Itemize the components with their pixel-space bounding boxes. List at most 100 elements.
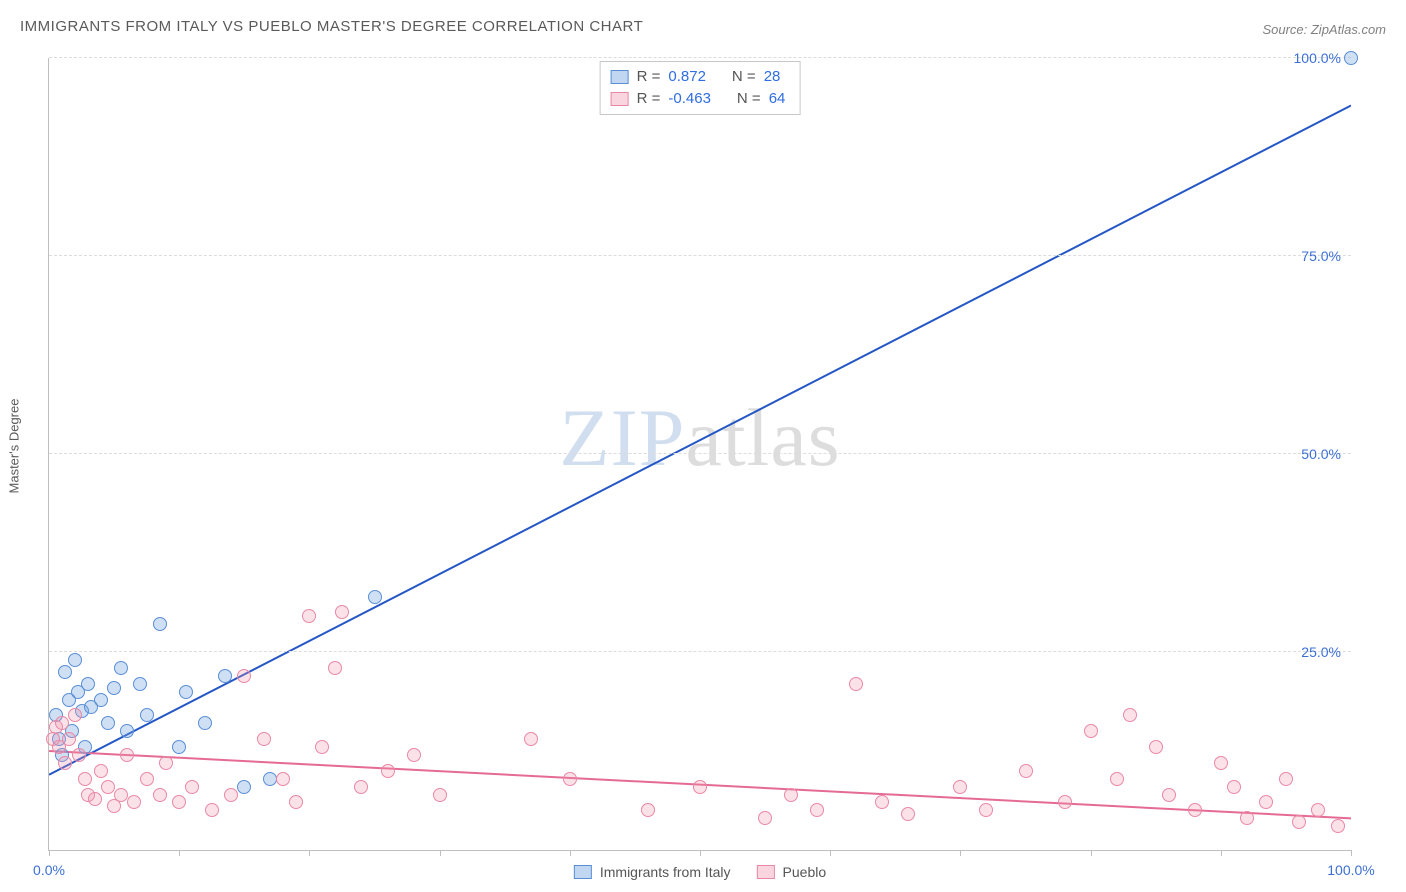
scatter-point <box>524 732 538 746</box>
scatter-point <box>302 609 316 623</box>
scatter-point <box>335 605 349 619</box>
scatter-point <box>58 756 72 770</box>
scatter-point <box>849 677 863 691</box>
scatter-plot-area: ZIPatlas R =0.872N =28R =-0.463N =64 Imm… <box>48 58 1351 851</box>
legend-swatch <box>757 865 775 879</box>
scatter-point <box>153 788 167 802</box>
scatter-point <box>94 764 108 778</box>
legend-r-label: R = <box>637 66 661 88</box>
gridline <box>49 453 1351 454</box>
scatter-point <box>1311 803 1325 817</box>
legend-row: R =-0.463N =64 <box>611 88 786 110</box>
scatter-point <box>62 732 76 746</box>
scatter-point <box>1162 788 1176 802</box>
scatter-point <box>1240 811 1254 825</box>
scatter-point <box>218 669 232 683</box>
x-tick <box>960 850 961 856</box>
y-tick-label: 75.0% <box>1301 248 1341 264</box>
scatter-point <box>159 756 173 770</box>
scatter-point <box>368 590 382 604</box>
scatter-point <box>1149 740 1163 754</box>
scatter-point <box>55 716 69 730</box>
legend-r-value: 0.872 <box>668 66 706 88</box>
scatter-point <box>433 788 447 802</box>
gridline <box>49 57 1351 58</box>
x-tick <box>1091 850 1092 856</box>
scatter-point <box>133 677 147 691</box>
legend-item: Immigrants from Italy <box>574 864 731 880</box>
scatter-point <box>1123 708 1137 722</box>
legend-r-label: R = <box>637 88 661 110</box>
scatter-point <box>1188 803 1202 817</box>
scatter-point <box>107 799 121 813</box>
scatter-point <box>120 748 134 762</box>
scatter-point <box>88 792 102 806</box>
scatter-point <box>257 732 271 746</box>
scatter-point <box>1110 772 1124 786</box>
scatter-point <box>68 653 82 667</box>
scatter-point <box>381 764 395 778</box>
scatter-point <box>693 780 707 794</box>
x-tick <box>1351 850 1352 856</box>
x-tick <box>49 850 50 856</box>
scatter-point <box>198 716 212 730</box>
scatter-point <box>120 724 134 738</box>
legend-swatch <box>611 92 629 106</box>
legend-swatch <box>574 865 592 879</box>
scatter-point <box>185 780 199 794</box>
legend-n-value: 28 <box>764 66 781 88</box>
scatter-point <box>237 669 251 683</box>
correlation-legend: R =0.872N =28R =-0.463N =64 <box>600 61 801 115</box>
y-axis-label: Master's Degree <box>7 399 22 494</box>
scatter-point <box>140 772 154 786</box>
scatter-point <box>1259 795 1273 809</box>
scatter-point <box>101 716 115 730</box>
x-tick-label: 0.0% <box>33 862 65 878</box>
scatter-point <box>114 788 128 802</box>
legend-series-label: Pueblo <box>783 864 827 880</box>
legend-r-value: -0.463 <box>668 88 711 110</box>
scatter-point <box>901 807 915 821</box>
chart-title: IMMIGRANTS FROM ITALY VS PUEBLO MASTER'S… <box>20 18 643 35</box>
regression-lines <box>49 58 1351 850</box>
scatter-point <box>563 772 577 786</box>
scatter-point <box>1344 51 1358 65</box>
scatter-point <box>875 795 889 809</box>
y-tick-label: 25.0% <box>1301 644 1341 660</box>
scatter-point <box>1292 815 1306 829</box>
scatter-point <box>58 665 72 679</box>
scatter-point <box>153 617 167 631</box>
x-tick <box>179 850 180 856</box>
scatter-point <box>172 740 186 754</box>
scatter-point <box>276 772 290 786</box>
watermark: ZIPatlas <box>559 391 840 485</box>
scatter-point <box>784 788 798 802</box>
legend-row: R =0.872N =28 <box>611 66 786 88</box>
scatter-point <box>1279 772 1293 786</box>
legend-n-label: N = <box>737 88 761 110</box>
y-tick-label: 50.0% <box>1301 446 1341 462</box>
scatter-point <box>114 661 128 675</box>
scatter-point <box>1331 819 1345 833</box>
series-legend: Immigrants from Italy Pueblo <box>574 864 826 880</box>
scatter-point <box>237 780 251 794</box>
x-tick <box>1221 850 1222 856</box>
x-tick <box>570 850 571 856</box>
gridline <box>49 255 1351 256</box>
scatter-point <box>179 685 193 699</box>
scatter-point <box>641 803 655 817</box>
scatter-point <box>1214 756 1228 770</box>
scatter-point <box>289 795 303 809</box>
scatter-point <box>328 661 342 675</box>
scatter-point <box>1058 795 1072 809</box>
scatter-point <box>127 795 141 809</box>
scatter-point <box>1084 724 1098 738</box>
watermark-zip: ZIP <box>559 392 685 483</box>
y-tick-label: 100.0% <box>1294 50 1341 66</box>
source-attribution: Source: ZipAtlas.com <box>1262 22 1386 37</box>
gridline <box>49 651 1351 652</box>
scatter-point <box>1019 764 1033 778</box>
scatter-point <box>78 772 92 786</box>
watermark-atlas: atlas <box>685 392 840 483</box>
scatter-point <box>224 788 238 802</box>
